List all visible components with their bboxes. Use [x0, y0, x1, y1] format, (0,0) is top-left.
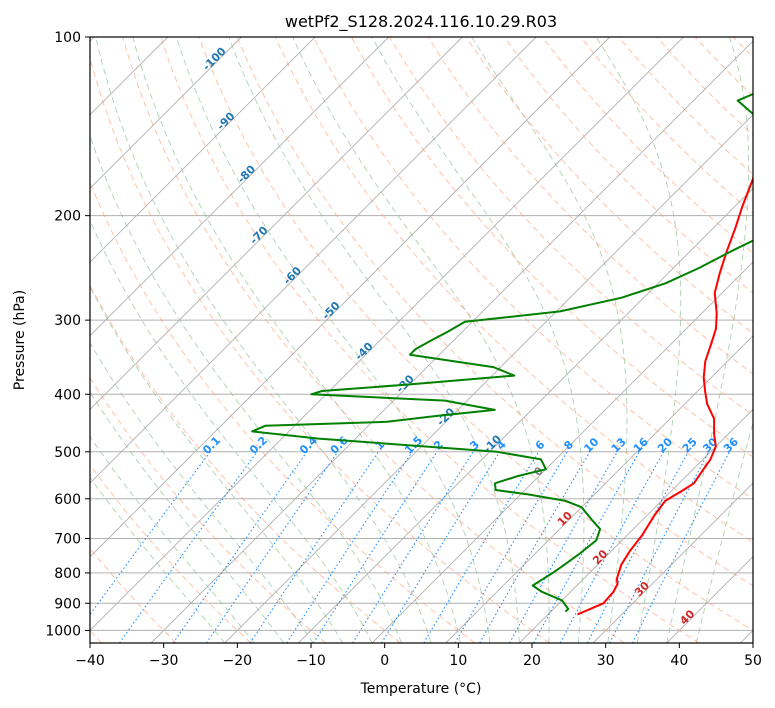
y-tick-label: 500 — [54, 445, 81, 461]
x-tick-label: 30 — [597, 653, 615, 669]
x-tick-label: 10 — [449, 653, 467, 669]
x-axis: −40 −30 −20 −10 0 10 20 30 40 50 — [75, 643, 762, 669]
mixing-ratio-line — [423, 451, 540, 643]
y-tick-label: 800 — [54, 566, 81, 582]
mixing-ratio-line — [119, 451, 258, 643]
isotherm-line — [592, 482, 753, 643]
isotherm-line — [298, 187, 753, 643]
y-tick-label: 700 — [54, 532, 81, 548]
mixing-ratio-line — [172, 451, 308, 643]
x-tick-label: 0 — [380, 653, 389, 669]
mixing-ratio-line — [586, 451, 689, 643]
isotherm-line — [90, 37, 242, 190]
moist-adiabat-line — [292, 37, 550, 643]
dry-adiabat-line — [312, 37, 753, 500]
dry-adiabat-line — [160, 37, 700, 643]
moist-adiabat-line — [95, 37, 432, 643]
y-axis: 100 200 300 400 500 600 700 800 900 1000 — [45, 30, 90, 639]
dewpoint-line — [251, 92, 753, 613]
moist-adiabat-line — [132, 37, 461, 643]
y-tick-label: 400 — [54, 387, 81, 403]
x-tick-label: −10 — [296, 653, 326, 669]
mixing-ratio-lines — [90, 451, 730, 643]
moist-adiabat-line — [371, 37, 585, 643]
dry-adiabat-line — [503, 37, 753, 294]
mixing-ratio-line — [205, 451, 339, 643]
y-tick-label: 200 — [54, 209, 81, 225]
moist-adiabat-line — [175, 37, 491, 643]
isotherm-line — [519, 408, 753, 643]
mixing-ratio-line — [313, 451, 438, 643]
x-axis-label: Temperature (°C) — [360, 681, 482, 697]
moist-adiabat-line — [90, 476, 226, 643]
isotherm-line — [90, 37, 684, 632]
moist-adiabat-line — [90, 391, 285, 643]
mixing-ratio-line — [90, 451, 211, 616]
x-tick-label: −20 — [223, 653, 253, 669]
chart-title: wetPf2_S128.2024.116.10.29.R03 — [285, 12, 557, 32]
mixing-ratio-line — [352, 451, 474, 643]
moist-adiabat-line — [595, 37, 682, 643]
mixing-ratio-line — [286, 451, 413, 643]
plot-frame — [89, 36, 754, 644]
isotherm-line — [90, 37, 611, 558]
y-tick-label: 600 — [54, 492, 81, 508]
dry-adiabat-line — [90, 56, 550, 643]
isotherm-line — [224, 114, 753, 643]
isotherm-line — [445, 335, 753, 643]
isotherm-line — [90, 37, 316, 263]
dry-adiabat-line — [90, 463, 252, 643]
y-tick-label: 100 — [54, 30, 81, 46]
dry-adiabat-line — [236, 37, 753, 587]
mixing-ratio-line — [509, 451, 618, 643]
mixing-ratio-line — [559, 451, 665, 643]
x-tick-label: 40 — [670, 653, 688, 669]
isotherm-line — [371, 261, 753, 643]
dry-adiabat-line — [198, 37, 753, 631]
isotherm-line — [90, 37, 463, 411]
moist-adiabat-line — [90, 219, 373, 643]
moist-adiabat-line — [471, 37, 628, 643]
isotherm-line — [90, 37, 390, 337]
temperature-line — [577, 175, 753, 616]
sounding-series — [251, 92, 753, 616]
y-axis-label: Pressure (hPa) — [12, 290, 28, 390]
moist-adiabat-line — [228, 37, 520, 643]
y-tick-label: 300 — [54, 313, 81, 329]
isotherms — [90, 37, 753, 643]
mixing-ratio-line — [533, 451, 640, 643]
moist-adiabat-line — [90, 341, 314, 643]
x-tick-label: −30 — [149, 653, 179, 669]
x-tick-label: 50 — [744, 653, 762, 669]
x-tick-label: −40 — [75, 653, 105, 669]
plot-background — [90, 37, 753, 643]
y-tick-label: 1000 — [45, 623, 81, 639]
dry-adiabat-line — [90, 376, 326, 643]
moist-adiabat-line — [90, 435, 255, 643]
isotherm-line — [150, 40, 753, 643]
y-tick-label: 900 — [54, 596, 81, 612]
mixing-ratio-line — [632, 451, 730, 643]
mixing-ratio-line — [249, 451, 379, 643]
moist-adiabat-line — [666, 37, 750, 643]
moist-adiabat-line — [90, 285, 343, 643]
dry-adiabat-line — [274, 37, 753, 543]
moist-adiabats — [90, 37, 753, 643]
x-tick-label: 20 — [523, 653, 541, 669]
dry-adiabat-line — [771, 37, 775, 643]
isotherm-line — [90, 37, 537, 484]
